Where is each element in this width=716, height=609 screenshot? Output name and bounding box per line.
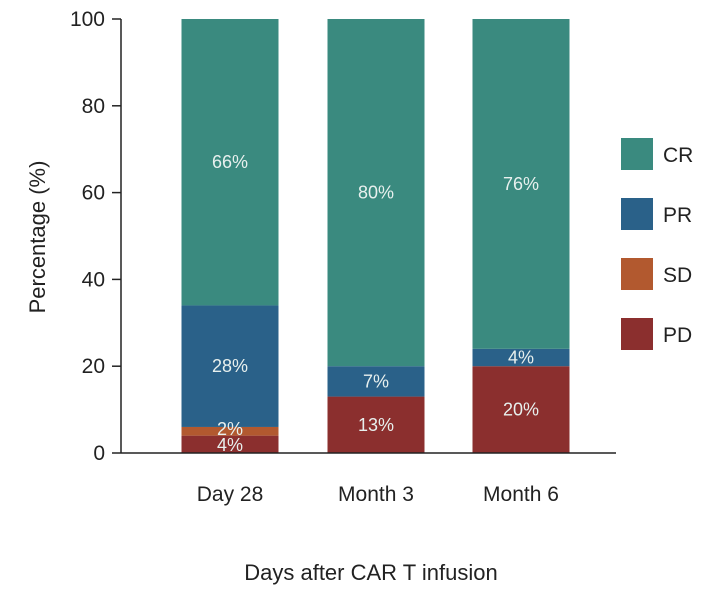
bar-data-label: 7% (363, 371, 389, 391)
legend: CR PR SD PD (621, 138, 693, 350)
y-tick-label: 20 (82, 355, 105, 378)
bar-data-label: 2% (217, 419, 243, 439)
y-tick-label: 100 (70, 8, 105, 31)
bar-data-label: 80% (358, 183, 394, 203)
bar-segment-sd (181, 426, 279, 436)
legend-label-sd: SD (663, 264, 692, 287)
bar-segment-pr (472, 348, 570, 367)
bar-data-label: 28% (212, 356, 248, 376)
bar-segment-pr (181, 305, 279, 427)
y-tick-label: 0 (93, 442, 105, 465)
axes-layer (120, 19, 616, 454)
legend-swatch-pr (621, 198, 653, 230)
legend-label-pd: PD (663, 324, 692, 347)
x-tick-label: Month 6 (483, 483, 559, 506)
y-tick-label: 40 (82, 268, 105, 291)
bar-segment-pd (327, 396, 425, 453)
y-tick-label: 60 (82, 182, 105, 205)
x-tick-label: Month 3 (338, 483, 414, 506)
bar-data-label: 4% (508, 348, 534, 368)
x-tick-label: Day 28 (197, 483, 264, 506)
bar-data-label: 4% (217, 435, 243, 455)
legend-label-pr: PR (663, 204, 692, 227)
y-tick-label: 80 (82, 95, 105, 118)
legend-swatch-pd (621, 318, 653, 350)
bar-segment-pd (472, 366, 570, 453)
ticks-layer: 0 20 40 60 80 100 Day 28 Month 3 Month 6 (70, 8, 559, 506)
bars-layer (181, 19, 570, 453)
bar-segment-pd (181, 435, 279, 453)
bar-segment-cr (472, 19, 570, 349)
bar-labels-layer: 4%2%28%66%13%7%80%20%4%76% (212, 152, 539, 455)
bar-data-label: 66% (212, 152, 248, 172)
bar-segment-cr (327, 19, 425, 367)
x-axis-title: Days after CAR T infusion (244, 560, 498, 585)
bar-segment-cr (181, 19, 279, 306)
bar-data-label: 20% (503, 400, 539, 420)
bar-data-label: 13% (358, 415, 394, 435)
legend-swatch-cr (621, 138, 653, 170)
bar-segment-pr (327, 366, 425, 397)
y-axis-title: Percentage (%) (25, 161, 50, 314)
legend-label-cr: CR (663, 144, 693, 167)
bar-data-label: 76% (503, 174, 539, 194)
legend-swatch-sd (621, 258, 653, 290)
